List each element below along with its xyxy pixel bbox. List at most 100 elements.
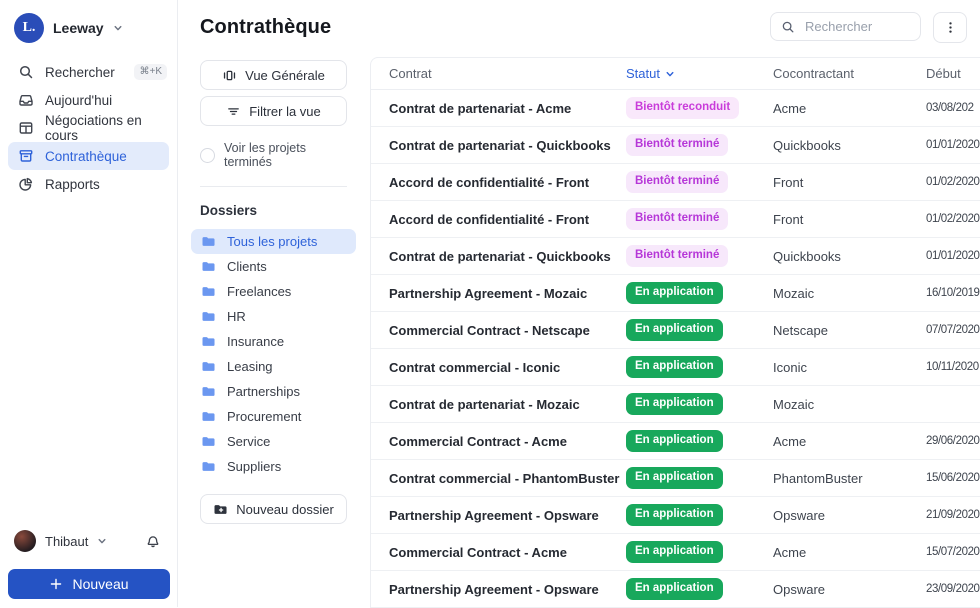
search-icon bbox=[18, 64, 34, 80]
filter-view-label: Filtrer la vue bbox=[249, 103, 321, 119]
folder-item[interactable]: Freelances bbox=[191, 279, 356, 304]
sidebar-item-reports[interactable]: Rapports bbox=[0, 170, 177, 198]
folder-item[interactable]: Procurement bbox=[191, 404, 356, 429]
folder-item[interactable]: Leasing bbox=[191, 354, 356, 379]
status-badge: En application bbox=[626, 430, 723, 452]
search-input[interactable] bbox=[803, 18, 910, 35]
folder-icon bbox=[201, 409, 216, 424]
table-row[interactable]: Contrat commercial - PhantomBuster En app… bbox=[371, 460, 980, 497]
table-row[interactable]: Contrat de partenariat - Mozaic En applic… bbox=[371, 386, 980, 423]
table-row[interactable]: Contrat commercial - Iconic En applicatio… bbox=[371, 349, 980, 386]
contracts-table: Contrat Statut Cocontractant Début Contr… bbox=[370, 57, 980, 608]
new-folder-button[interactable]: Nouveau dossier bbox=[200, 494, 347, 524]
status-badge: En application bbox=[626, 467, 723, 489]
status-badge: En application bbox=[626, 356, 723, 378]
folder-label: Service bbox=[227, 434, 271, 449]
table-row[interactable]: Commercial Contract - Acme En application… bbox=[371, 423, 980, 460]
start-date: 01/02/2020 bbox=[926, 213, 980, 225]
status-cell: En application bbox=[626, 504, 773, 526]
sidebar: L. Leeway Rechercher ⌘+K Aujourd'hui Négoci… bbox=[0, 0, 178, 607]
table-row[interactable]: Partnership Agreement - Opsware En applic… bbox=[371, 571, 980, 608]
main-content: Contrat Statut Cocontractant Début Contr… bbox=[370, 0, 980, 608]
status-badge: En application bbox=[626, 319, 723, 341]
table-row[interactable]: Contrat de partenariat - Quickbooks Bient… bbox=[371, 127, 980, 164]
cocontractant-name: Quickbooks bbox=[773, 137, 841, 153]
table-row[interactable]: Accord de confidentialité - Front Bientôt… bbox=[371, 164, 980, 201]
folder-item[interactable]: Suppliers bbox=[191, 454, 356, 479]
start-date: 16/10/2019 bbox=[926, 287, 980, 299]
sidebar-item-search[interactable]: Rechercher ⌘+K bbox=[0, 58, 177, 86]
contract-name: Accord de confidentialité - Front bbox=[389, 174, 590, 190]
table-row[interactable]: Commercial Contract - Acme En application… bbox=[371, 534, 980, 571]
bell-icon[interactable] bbox=[145, 533, 161, 549]
sidebar-item-label: Rechercher bbox=[45, 64, 115, 80]
folder-label: Insurance bbox=[227, 334, 285, 349]
folder-icon bbox=[201, 359, 216, 374]
folder-item[interactable]: Tous les projets bbox=[191, 229, 356, 254]
chevron-down-icon bbox=[665, 69, 675, 79]
status-cell: En application bbox=[626, 467, 773, 489]
status-cell: Bientôt terminé bbox=[626, 208, 773, 230]
table-row[interactable]: Contrat de partenariat - Acme Bientôt rec… bbox=[371, 90, 980, 127]
contract-name: Commercial Contract - Acme bbox=[389, 433, 567, 449]
user-menu[interactable]: Thibaut bbox=[0, 530, 178, 552]
sidebar-item-negotiations[interactable]: Négociations en cours bbox=[0, 113, 177, 143]
panel-divider bbox=[200, 186, 347, 187]
cocontractant-name: Acme bbox=[773, 433, 807, 449]
workspace-switcher[interactable]: L. Leeway bbox=[0, 0, 177, 44]
sidebar-nav: Rechercher ⌘+K Aujourd'hui Négociations en … bbox=[0, 58, 177, 198]
folder-plus-icon bbox=[213, 502, 228, 517]
table-row[interactable]: Partnership Agreement - Mozaic En applica… bbox=[371, 275, 980, 312]
cocontractant-name: Opsware bbox=[773, 581, 826, 597]
cocontractant-name: Opsware bbox=[773, 507, 826, 523]
folder-label: Partnerships bbox=[227, 384, 300, 399]
avatar bbox=[14, 530, 36, 552]
status-cell: En application bbox=[626, 282, 773, 304]
folder-item[interactable]: Partnerships bbox=[191, 379, 356, 404]
more-options-button[interactable] bbox=[933, 12, 967, 43]
contract-name: Contrat de partenariat - Quickbooks bbox=[389, 248, 611, 264]
filter-view-button[interactable]: Filtrer la vue bbox=[200, 96, 347, 126]
folder-item[interactable]: Service bbox=[191, 429, 356, 454]
status-cell: En application bbox=[626, 541, 773, 563]
search-icon bbox=[781, 20, 795, 34]
sidebar-item-contracts[interactable]: Contrathèque bbox=[8, 142, 169, 170]
folder-item[interactable]: HR bbox=[191, 304, 356, 329]
table-row[interactable]: Accord de confidentialité - Front Bientôt… bbox=[371, 201, 980, 238]
folders-heading: Dossiers bbox=[200, 203, 258, 218]
column-header-status-sort[interactable]: Statut bbox=[626, 66, 773, 81]
table-row[interactable]: Commercial Contract - Netscape En applica… bbox=[371, 312, 980, 349]
workspace-name: Leeway bbox=[53, 20, 104, 36]
show-finished-projects-toggle[interactable]: Voir les projets terminés bbox=[200, 141, 347, 169]
checkbox-circle[interactable] bbox=[200, 147, 215, 163]
inbox-icon bbox=[18, 92, 34, 108]
start-date: 07/07/2020 bbox=[926, 324, 980, 336]
contract-name: Accord de confidentialité - Front bbox=[389, 211, 590, 227]
status-cell: En application bbox=[626, 578, 773, 600]
start-date: 15/06/2020 bbox=[926, 472, 980, 484]
status-badge: En application bbox=[626, 578, 723, 600]
table-row[interactable]: Contrat de partenariat - Quickbooks Bient… bbox=[371, 238, 980, 275]
sidebar-item-label: Rapports bbox=[45, 176, 100, 192]
folder-label: Leasing bbox=[227, 359, 273, 374]
folder-label: HR bbox=[227, 309, 246, 324]
contract-name: Commercial Contract - Netscape bbox=[389, 322, 590, 338]
folder-icon bbox=[201, 334, 216, 349]
table-row[interactable]: Partnership Agreement - Opsware En applic… bbox=[371, 497, 980, 534]
folder-item[interactable]: Clients bbox=[191, 254, 356, 279]
folder-item[interactable]: Insurance bbox=[191, 329, 356, 354]
table-search[interactable] bbox=[770, 12, 921, 41]
contract-name: Contrat de partenariat - Acme bbox=[389, 100, 572, 116]
new-button[interactable]: Nouveau bbox=[8, 569, 170, 599]
plus-icon bbox=[49, 577, 63, 591]
column-header-start: Début bbox=[926, 66, 961, 81]
contract-name: Contrat de partenariat - Quickbooks bbox=[389, 137, 611, 153]
folder-icon bbox=[201, 284, 216, 299]
contract-name: Partnership Agreement - Opsware bbox=[389, 581, 599, 597]
general-view-button[interactable]: Vue Générale bbox=[200, 60, 347, 90]
chevron-down-icon bbox=[113, 23, 123, 33]
start-date: 29/06/2020 bbox=[926, 435, 980, 447]
sidebar-item-label: Contrathèque bbox=[45, 148, 127, 164]
sidebar-item-today[interactable]: Aujourd'hui bbox=[0, 86, 177, 114]
cocontractant-name: Iconic bbox=[773, 359, 807, 375]
